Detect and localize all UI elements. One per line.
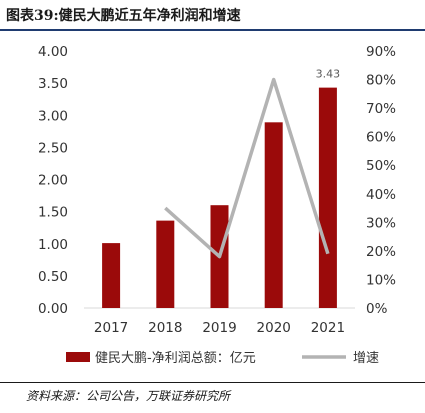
left-tick-label: 2.50 xyxy=(38,140,68,156)
x-tick-label: 2020 xyxy=(257,320,291,336)
right-axis: 0% 10% 20% 30% 40% 50% 60% 70% 80% 90% xyxy=(366,44,396,317)
bar-2017 xyxy=(102,243,121,308)
left-tick-label: 3.50 xyxy=(38,76,68,92)
chart-frame: 0.00 0.50 1.00 1.50 2.00 2.50 3.00 3.50 4.00 0% 1… xyxy=(0,31,425,381)
legend: 健民大鹏-净利润总额：亿元 增速 xyxy=(66,351,379,366)
x-tick-label: 2019 xyxy=(202,320,236,336)
right-tick-label: 0% xyxy=(366,301,388,317)
right-tick-label: 30% xyxy=(366,215,396,231)
chart-svg: 0.00 0.50 1.00 1.50 2.00 2.50 3.00 3.50 4.00 0% 1… xyxy=(38,44,396,366)
left-tick-label: 2.00 xyxy=(38,173,68,189)
left-tick-label: 0.00 xyxy=(38,301,68,317)
right-tick-label: 10% xyxy=(366,272,396,288)
right-tick-label: 70% xyxy=(366,101,396,117)
left-tick-label: 1.50 xyxy=(38,205,68,221)
x-axis: 2017 2018 2019 2020 2021 xyxy=(94,320,345,336)
title-underline xyxy=(0,29,425,31)
left-axis: 0.00 0.50 1.00 1.50 2.00 2.50 3.00 3.50 4.00 xyxy=(38,44,68,317)
bar-2020 xyxy=(264,122,283,308)
left-tick-label: 0.50 xyxy=(38,269,68,285)
bar-2018 xyxy=(156,220,175,308)
x-tick-label: 2021 xyxy=(311,320,345,336)
right-tick-label: 40% xyxy=(366,187,396,203)
bar-2021 xyxy=(318,87,337,308)
legend-line-label: 增速 xyxy=(353,351,379,366)
growth-line xyxy=(164,77,330,259)
legend-bar-swatch xyxy=(66,352,90,362)
right-tick-label: 50% xyxy=(366,158,396,174)
right-tick-label: 80% xyxy=(366,73,396,89)
left-tick-label: 3.00 xyxy=(38,108,68,124)
source-note: 资料来源：公司公告，万联证券研究所 xyxy=(26,389,231,403)
right-tick-label: 60% xyxy=(366,130,396,146)
source-divider xyxy=(0,382,425,383)
line-series xyxy=(164,77,330,259)
x-tick-label: 2017 xyxy=(94,320,128,336)
right-tick-label: 20% xyxy=(366,244,396,260)
bar-series xyxy=(102,87,337,308)
title-bar: 图表39:健民大鹏近五年净利润和增速 xyxy=(0,0,425,31)
left-tick-label: 1.00 xyxy=(38,237,68,253)
right-tick-label: 90% xyxy=(366,44,396,60)
data-label: 3.43 xyxy=(316,68,341,81)
left-tick-label: 4.00 xyxy=(38,44,68,60)
x-tick-label: 2018 xyxy=(148,320,182,336)
chart-title: 图表39:健民大鹏近五年净利润和增速 xyxy=(6,8,241,24)
legend-bar-label: 健民大鹏-净利润总额：亿元 xyxy=(95,351,256,366)
data-labels: 3.43 xyxy=(316,68,341,81)
